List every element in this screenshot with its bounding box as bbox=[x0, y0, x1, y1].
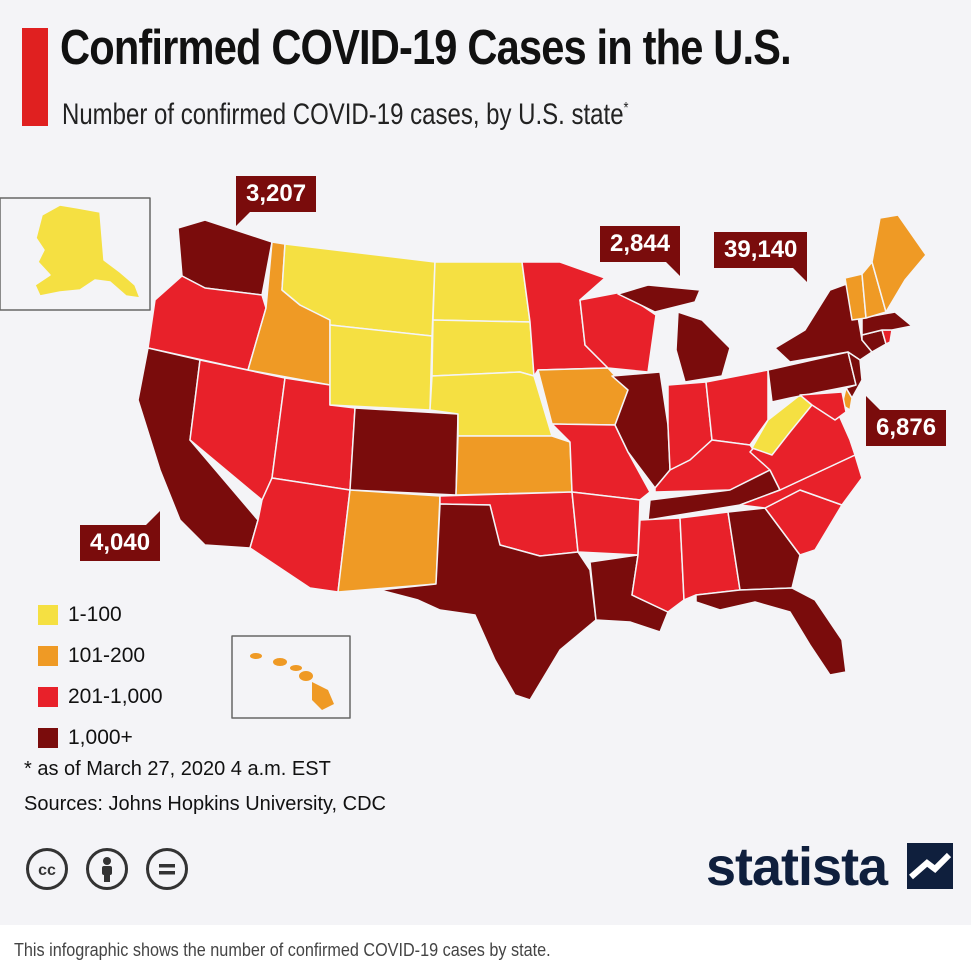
state-south-dakota bbox=[431, 319, 535, 377]
us-map bbox=[0, 197, 927, 719]
legend-label: 1,000+ bbox=[68, 725, 133, 749]
callout-new-york: 39,140 bbox=[714, 232, 808, 282]
callout-new-jersey-value: 6,876 bbox=[876, 414, 937, 441]
infographic-title: Confirmed COVID-19 Cases in the U.S. bbox=[60, 21, 792, 75]
legend-swatch bbox=[38, 727, 58, 748]
statista-logo[interactable]: statista bbox=[706, 836, 954, 898]
state-arizona bbox=[249, 477, 351, 593]
title-accent-bar bbox=[22, 28, 48, 126]
state-colorado bbox=[349, 407, 459, 496]
state-ohio bbox=[705, 369, 769, 446]
callout-washington-value: 3,207 bbox=[246, 180, 307, 207]
state-maryland bbox=[799, 391, 847, 421]
alaska-inset-frame bbox=[0, 197, 151, 311]
subtitle-footnote-mark: * bbox=[623, 100, 629, 117]
brand-wordmark: statista bbox=[706, 837, 888, 897]
state-texas bbox=[379, 503, 597, 701]
by-icon[interactable] bbox=[86, 848, 128, 890]
legend-swatch bbox=[38, 645, 58, 666]
callout-michigan: 2,844 bbox=[600, 226, 681, 276]
callout-new-jersey: 6,876 bbox=[866, 396, 947, 446]
callout-new-york-value: 39,140 bbox=[724, 236, 798, 263]
subtitle-text: Number of confirmed COVID-19 cases, by U… bbox=[62, 98, 624, 131]
statista-logo-icon bbox=[907, 843, 954, 889]
legend-item: 101-200 bbox=[38, 635, 163, 676]
state-wisconsin bbox=[579, 291, 657, 373]
legend-swatch bbox=[38, 686, 58, 707]
map-legend: 1-100 101-200 201-1,000 1,000+ bbox=[38, 594, 163, 758]
sources-line: Sources: Johns Hopkins University, CDC bbox=[24, 793, 386, 815]
state-wyoming bbox=[329, 324, 433, 411]
state-kansas bbox=[455, 435, 573, 496]
state-massachusetts bbox=[861, 311, 913, 336]
state-arkansas bbox=[571, 491, 641, 556]
callout-washington: 3,207 bbox=[236, 176, 317, 226]
image-caption: This infographic shows the number of con… bbox=[14, 940, 551, 960]
state-new-mexico bbox=[337, 489, 441, 593]
state-florida bbox=[695, 587, 847, 676]
cc-icon[interactable]: cc bbox=[26, 848, 68, 890]
state-maine bbox=[871, 214, 927, 313]
legend-label: 201-1,000 bbox=[68, 684, 163, 708]
svg-text:cc: cc bbox=[38, 862, 56, 879]
state-north-dakota bbox=[432, 261, 531, 323]
state-mississippi bbox=[631, 517, 685, 613]
callout-california-value: 4,040 bbox=[90, 529, 151, 556]
legend-label: 101-200 bbox=[68, 643, 146, 667]
nd-icon[interactable] bbox=[146, 848, 188, 890]
state-michigan-lower bbox=[675, 311, 731, 383]
hawaii-inset-frame bbox=[231, 635, 351, 719]
state-alaska bbox=[34, 204, 141, 299]
legend-item: 201-1,000 bbox=[38, 676, 163, 717]
state-georgia bbox=[727, 507, 801, 591]
callout-california: 4,040 bbox=[80, 511, 161, 561]
infographic-subtitle: Number of confirmed COVID-19 cases, by U… bbox=[62, 98, 629, 132]
legend-item: 1,000+ bbox=[38, 717, 163, 758]
footnote: * as of March 27, 2020 4 a.m. EST bbox=[24, 758, 331, 780]
legend-item: 1-100 bbox=[38, 594, 163, 635]
legend-swatch bbox=[38, 604, 58, 625]
legend-label: 1-100 bbox=[68, 602, 122, 626]
state-michigan-upper bbox=[617, 284, 701, 313]
callout-michigan-value: 2,844 bbox=[610, 230, 671, 257]
state-hawaii bbox=[250, 653, 334, 710]
